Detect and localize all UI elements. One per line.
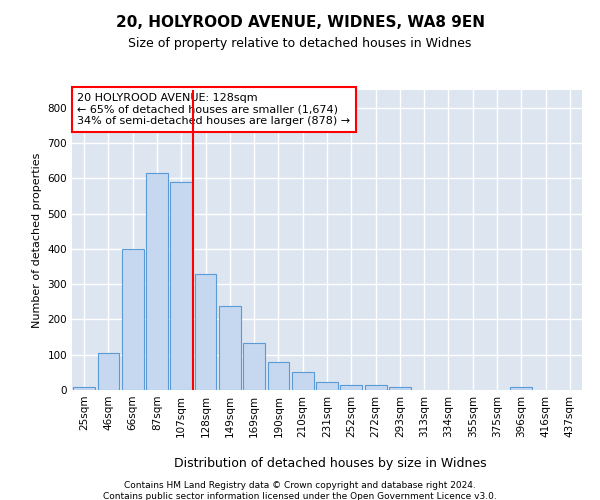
Text: Size of property relative to detached houses in Widnes: Size of property relative to detached ho… — [128, 38, 472, 51]
Text: 20, HOLYROOD AVENUE, WIDNES, WA8 9EN: 20, HOLYROOD AVENUE, WIDNES, WA8 9EN — [115, 15, 485, 30]
Bar — [340, 384, 362, 390]
Bar — [292, 372, 314, 390]
Bar — [97, 353, 119, 390]
Bar — [73, 387, 95, 390]
Text: Distribution of detached houses by size in Widnes: Distribution of detached houses by size … — [173, 458, 487, 470]
Bar — [122, 249, 143, 390]
Bar — [146, 173, 168, 390]
Y-axis label: Number of detached properties: Number of detached properties — [32, 152, 42, 328]
Bar — [170, 182, 192, 390]
Text: 20 HOLYROOD AVENUE: 128sqm
← 65% of detached houses are smaller (1,674)
34% of s: 20 HOLYROOD AVENUE: 128sqm ← 65% of deta… — [77, 93, 350, 126]
Bar — [365, 384, 386, 390]
Bar — [243, 343, 265, 390]
Bar — [389, 387, 411, 390]
Bar — [194, 274, 217, 390]
Bar — [511, 387, 532, 390]
Bar — [268, 362, 289, 390]
Bar — [219, 306, 241, 390]
Text: Contains public sector information licensed under the Open Government Licence v3: Contains public sector information licen… — [103, 492, 497, 500]
Text: Contains HM Land Registry data © Crown copyright and database right 2024.: Contains HM Land Registry data © Crown c… — [124, 481, 476, 490]
Bar — [316, 382, 338, 390]
